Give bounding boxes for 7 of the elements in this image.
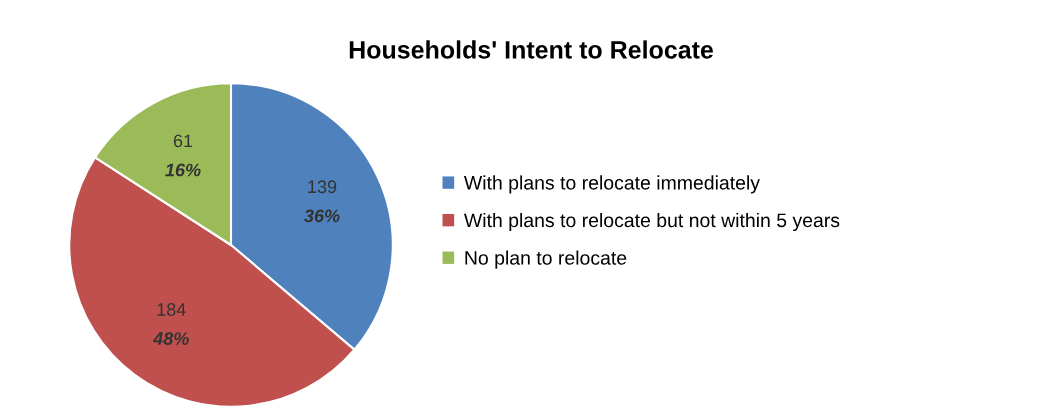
data-label: 184 48%: [152, 303, 189, 345]
chart-title: Households' Intent to Relocate: [349, 40, 714, 59]
legend-label: With plans to relocate immediately: [463, 175, 760, 194]
legend-label: No plan to relocate: [465, 250, 627, 269]
legend-label: With plans to relocate but not within 5 years: [463, 212, 840, 232]
data-label: 139 36%: [304, 180, 340, 223]
data-label: 61 16%: [165, 134, 201, 177]
